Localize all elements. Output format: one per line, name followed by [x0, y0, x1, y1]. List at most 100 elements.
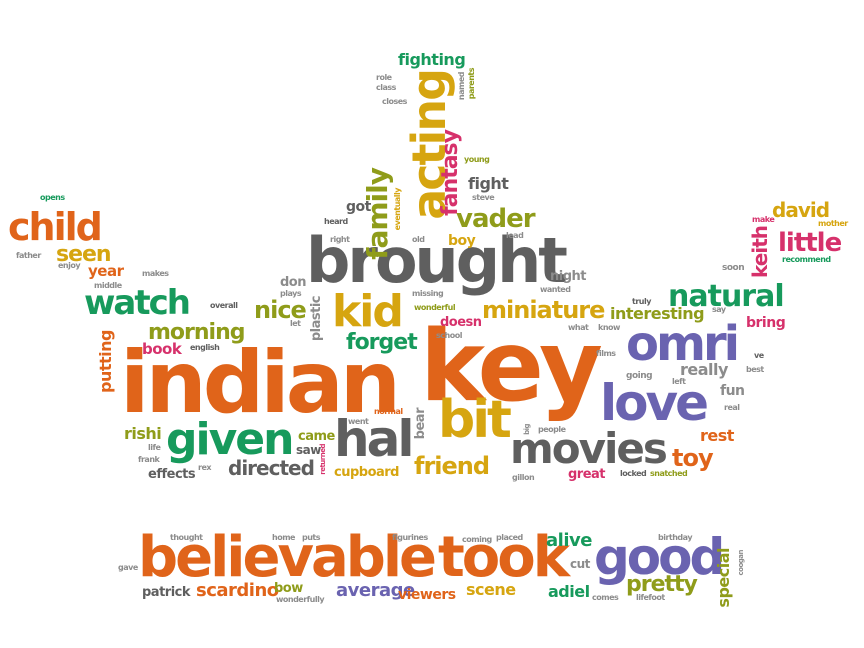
word-friend: friend [414, 452, 490, 480]
word-gave: gave [118, 563, 138, 572]
word-wanted: wanted [540, 285, 571, 294]
word-omri: omri [626, 316, 740, 372]
word-love: love [600, 374, 709, 432]
word-cut: cut [570, 557, 590, 571]
word-mother: mother [818, 219, 848, 228]
word-movies: movies [510, 424, 668, 473]
word-key: key [420, 310, 603, 424]
word-nice: nice [254, 296, 307, 324]
word-rest: rest [700, 426, 734, 445]
word-big: big [523, 424, 531, 435]
word-cupboard: cupboard [334, 465, 400, 480]
word-left: left [672, 377, 686, 386]
word-gillon: gillon [512, 473, 535, 482]
word-heard: heard [324, 217, 348, 226]
word-makes: makes [142, 269, 169, 278]
word-rishi: rishi [124, 424, 162, 443]
word-thought: thought [170, 533, 203, 542]
word-adiel: adiel [548, 582, 590, 601]
word-rex: rex [198, 463, 212, 472]
word-kid: kid [332, 286, 404, 337]
word-viewers: viewers [398, 587, 456, 603]
word-life: life [148, 443, 161, 452]
word-people: people [538, 425, 566, 434]
word-old: old [412, 235, 425, 244]
word-year: year [88, 262, 124, 280]
word-english: english [190, 343, 220, 352]
word-normal: normal [374, 407, 403, 416]
word-book: book [142, 340, 182, 358]
word-ve: ve [754, 351, 764, 360]
word-enjoy: enjoy [58, 261, 81, 270]
word-role: role [376, 73, 392, 82]
word-given: given [166, 414, 294, 465]
word-best: best [746, 365, 764, 374]
word-great: great [568, 467, 606, 482]
word-closes: closes [382, 97, 407, 106]
word-plastic: plastic [309, 296, 324, 342]
word-bow: bow [274, 581, 303, 596]
word-bring: bring [746, 315, 786, 331]
word-fighting: fighting [398, 50, 466, 69]
word-young: young [464, 155, 490, 164]
word-missing: missing [412, 289, 444, 298]
word-effects: effects [148, 467, 196, 482]
word-directed: directed [228, 456, 315, 480]
word-forget: forget [346, 330, 418, 355]
word-class: class [376, 83, 396, 92]
word-school: school [436, 331, 462, 340]
word-seen: seen [56, 242, 112, 267]
word-david: david [772, 198, 830, 222]
word-what: what [568, 323, 589, 332]
word-went: went [348, 417, 369, 426]
word-scene: scene [466, 580, 516, 599]
word-going: going [626, 371, 653, 381]
word-middle: middle [94, 281, 122, 290]
word-returned: returned [319, 444, 327, 475]
word-comes: comes [592, 593, 619, 602]
word-brought: brought [306, 224, 568, 297]
word-fantasy: fantasy [438, 130, 463, 216]
word-took: took [438, 525, 570, 590]
word-average: average [336, 580, 415, 601]
word-bit: bit [438, 390, 512, 450]
word-frank: frank [138, 455, 160, 464]
word-make: make [752, 215, 775, 224]
word-vader: vader [456, 204, 536, 234]
word-recommend: recommend [782, 255, 831, 264]
word-natural: natural [668, 279, 785, 314]
word-night: night [550, 269, 587, 284]
word-miniature: miniature [482, 296, 605, 324]
word-fun: fun [720, 383, 745, 399]
word-opens: opens [40, 193, 65, 202]
word-keith: keith [748, 226, 772, 278]
word-wonderful: wonderful [414, 303, 456, 312]
word-special: special [714, 548, 733, 608]
word-little: little [778, 228, 842, 258]
word-overall: overall [210, 301, 238, 310]
word-interesting: interesting [610, 304, 705, 323]
word-indian: indian [120, 333, 401, 433]
word-films: films [596, 349, 616, 358]
word-real: real [724, 403, 740, 412]
word-patrick: patrick [142, 585, 191, 600]
word-named: named [457, 72, 466, 101]
word-toy: toy [672, 444, 714, 472]
word-lifefoot: lifefoot [636, 593, 665, 602]
word-good: good [594, 528, 725, 586]
word-birthday: birthday [658, 533, 693, 542]
word-coming: coming [462, 535, 492, 544]
word-came: came [298, 429, 335, 444]
word-fight: fight [468, 174, 509, 193]
word-plays: plays [280, 289, 302, 298]
word-really: really [680, 360, 728, 379]
word-boy: boy [448, 233, 476, 249]
word-alive: alive [546, 530, 592, 551]
word-puts: puts [302, 533, 321, 542]
word-eventually: eventually [393, 188, 402, 231]
word-got: got [346, 199, 371, 215]
word-pretty: pretty [626, 572, 698, 597]
word-wonderfully: wonderfully [276, 595, 325, 604]
word-father: father [16, 251, 41, 260]
word-placed: placed [496, 533, 523, 542]
